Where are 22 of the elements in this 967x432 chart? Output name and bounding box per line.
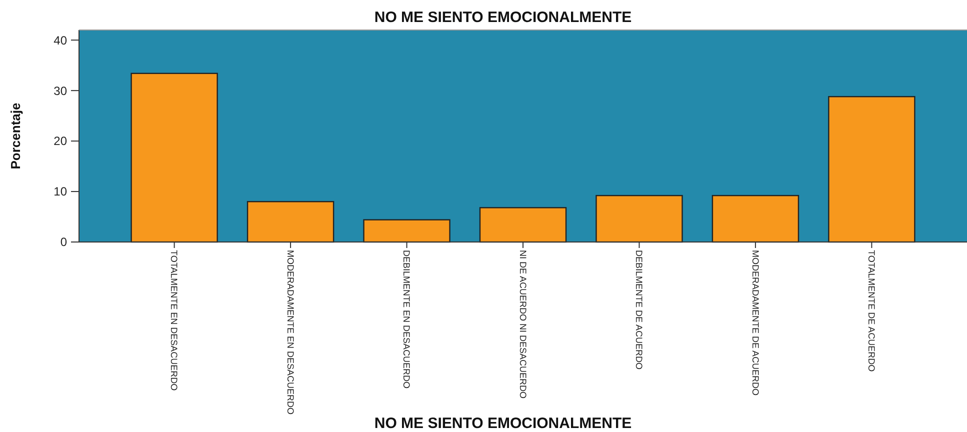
bar	[596, 194, 683, 243]
bar	[479, 207, 567, 243]
y-axis-title: Porcentaje	[8, 102, 23, 170]
x-tick-label: MODERADAMENTE DE ACUERDO	[750, 250, 760, 396]
x-tick-label: DEBILMENTE EN DESACUERDO	[402, 250, 412, 389]
x-tick-label: NI DE ACUERDO NI DESACUERDO	[518, 250, 528, 399]
y-tick-label: 0	[60, 235, 68, 250]
x-tick-label: MODERADAMENTE EN DESACUERDO	[285, 250, 296, 415]
x-tick-label: TOTALMENTE EN DESACUERDO	[169, 250, 180, 391]
y-tick-label: 20	[54, 134, 68, 148]
x-tick-label: TOTALMENTE DE ACUERDO	[866, 250, 877, 372]
y-tick-label: 30	[54, 84, 68, 98]
bar	[130, 72, 218, 243]
x-tick-label: DEBILMENTE DE ACUERDO	[634, 250, 644, 370]
bar	[828, 96, 916, 243]
chart-title: NO ME SIENTO EMOCIONALMENTE	[374, 9, 632, 26]
y-tick-label: 40	[54, 33, 68, 48]
bar	[246, 201, 334, 243]
x-axis-title: NO ME SIENTO EMOCIONALMENTE	[374, 415, 632, 432]
y-tick-label: 10	[54, 184, 68, 199]
bar	[363, 219, 450, 243]
bar	[712, 194, 800, 243]
